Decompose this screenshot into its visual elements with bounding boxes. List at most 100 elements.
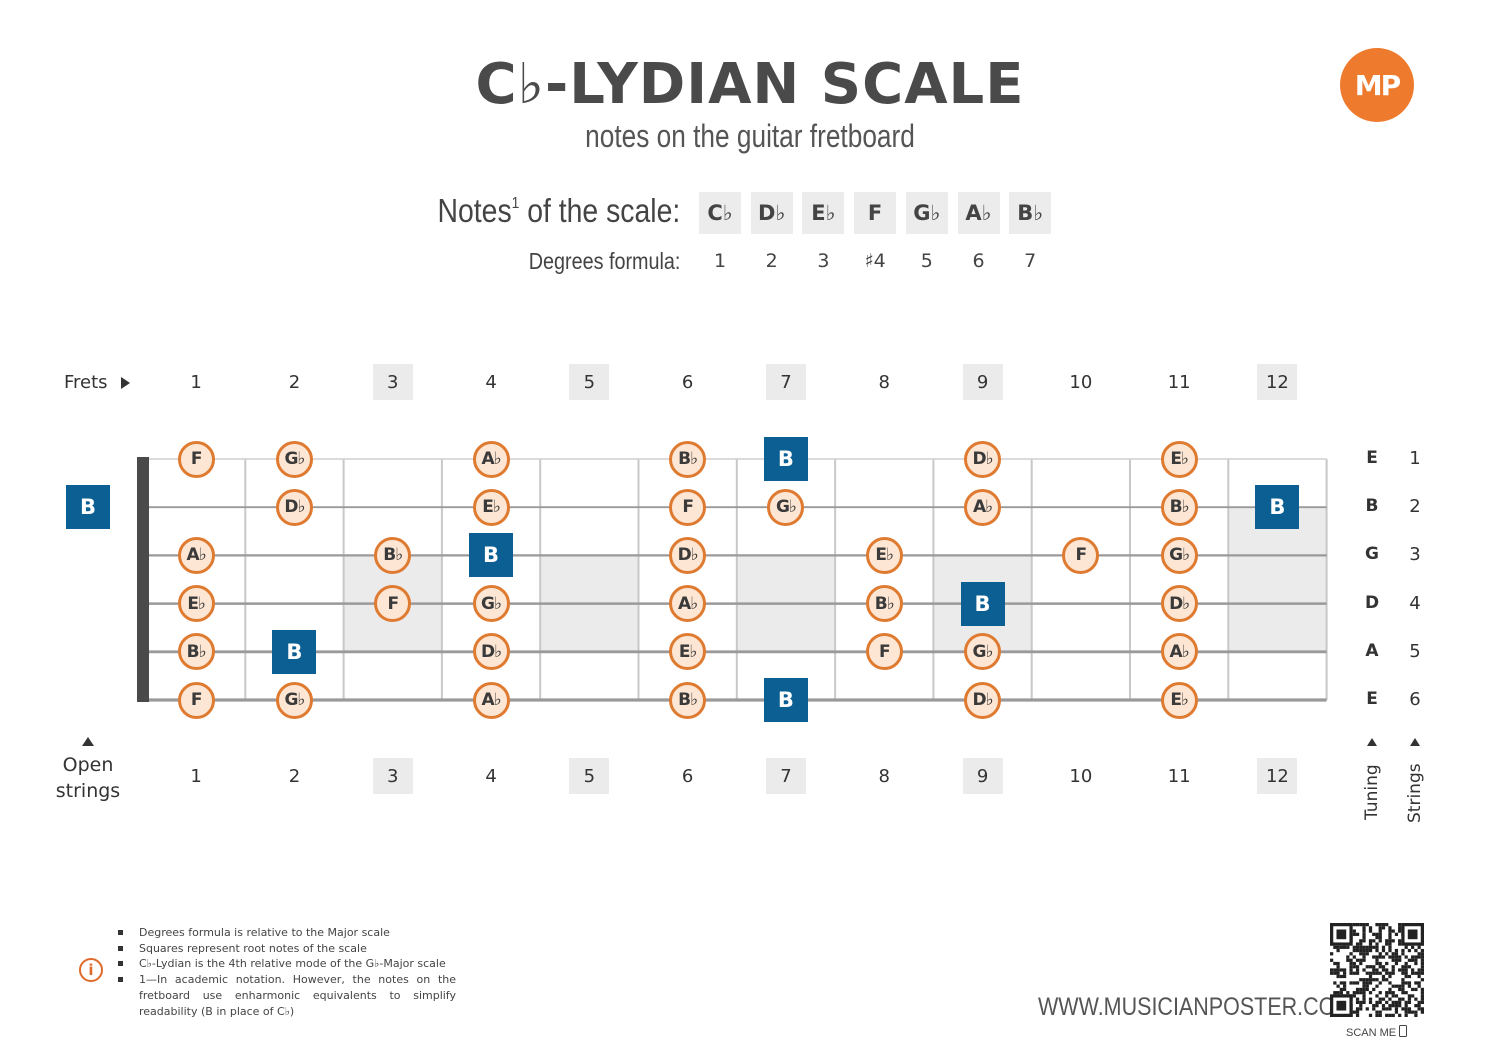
fret-number: 5 [569, 758, 610, 794]
scale-note-circle: D♭ [964, 681, 1002, 719]
qr-code-icon[interactable] [1330, 923, 1424, 1017]
tuning-arrow-icon [1367, 738, 1377, 746]
scale-note-circle: B♭ [1160, 488, 1198, 526]
scale-note-circle: G♭ [275, 440, 313, 478]
footnote-item: C♭-Lydian is the 4th relative mode of th… [118, 956, 456, 972]
scale-degree: 5 [920, 250, 933, 272]
footnote-item: 1—In academic notation. However, the not… [118, 972, 456, 1019]
scale-note-circle: F [374, 585, 412, 623]
scale-note-box: F [854, 192, 897, 234]
notes-of-scale-label: Notes1 of the scale: [437, 192, 680, 229]
scale-note-circle: D♭ [472, 633, 510, 671]
info-icon: i [79, 958, 103, 982]
scale-degree: 3 [817, 250, 830, 272]
scale-degree: 7 [1024, 250, 1037, 272]
fret-number: 3 [372, 364, 413, 400]
scale-note-circle: B♭ [669, 440, 707, 478]
fret-number: 1 [190, 765, 202, 787]
fret-number: 7 [765, 364, 806, 400]
root-note-square: B [763, 437, 808, 481]
footnotes: Degrees formula is relative to the Major… [118, 925, 456, 1019]
scale-note-circle: A♭ [472, 681, 510, 719]
string-number: 6 [1409, 689, 1421, 710]
string-number: 3 [1409, 544, 1421, 566]
string-number: 4 [1409, 592, 1421, 614]
scale-note-box: B♭ [1009, 192, 1052, 234]
scale-note-box: A♭ [957, 192, 1000, 234]
fret-number: 10 [1069, 765, 1093, 787]
scale-note-circle: A♭ [669, 585, 707, 623]
strings-label: Strings [1405, 763, 1425, 823]
scale-note-circle: G♭ [964, 633, 1002, 671]
fret-number: 11 [1167, 371, 1191, 393]
scale-note-circle: G♭ [472, 585, 510, 623]
tuning-note: A [1365, 640, 1379, 661]
fret-inlay-marker [1228, 507, 1327, 652]
tuning-note: B [1365, 496, 1379, 517]
footnote-item: Squares represent root notes of the scal… [118, 941, 456, 957]
tuning-note: G [1365, 544, 1379, 565]
open-strings-arrow-icon [82, 737, 94, 746]
root-note-square: B [272, 629, 317, 674]
scale-note-box: D♭ [750, 192, 793, 234]
scale-note-circle: E♭ [865, 536, 903, 574]
root-note-square: B [960, 581, 1005, 626]
scale-note-circle: F [1062, 536, 1100, 574]
fret-number: 10 [1069, 371, 1093, 393]
scale-note-circle: B♭ [669, 681, 707, 719]
fret-number: 4 [485, 371, 497, 393]
string-number: 5 [1409, 640, 1421, 662]
tuning-label: Tuning [1362, 764, 1382, 820]
fret-number: 8 [878, 371, 890, 393]
scale-degree: 1 [713, 250, 727, 272]
fret-number: 5 [569, 364, 610, 400]
tuning-note: D [1364, 592, 1380, 613]
strings-arrow-icon [1410, 738, 1420, 746]
scale-note-circle: D♭ [964, 440, 1002, 478]
fret-number: 6 [681, 765, 694, 787]
scale-note-circle: F [177, 681, 215, 719]
fret-number: 9 [962, 364, 1003, 400]
fret-number: 2 [288, 765, 301, 787]
brand-logo[interactable]: MP [1340, 48, 1414, 122]
scale-note-box: C♭ [699, 192, 741, 234]
string-number: 2 [1409, 496, 1421, 518]
scale-note-circle: D♭ [275, 488, 313, 526]
scale-note-circle: E♭ [472, 488, 510, 526]
fret-number: 3 [372, 758, 413, 794]
scale-note-circle: E♭ [177, 585, 215, 623]
scale-note-circle: F [177, 440, 215, 478]
scale-note-circle: D♭ [1160, 585, 1198, 623]
root-note-square: B [1255, 485, 1300, 530]
scale-degree: ♯4 [864, 250, 886, 272]
tuning-note: E [1366, 689, 1378, 709]
scale-note-circle: B♭ [177, 633, 215, 671]
scale-note-circle: A♭ [177, 536, 215, 574]
fret-number: 9 [962, 758, 1003, 794]
scale-note-box: G♭ [905, 192, 948, 234]
scale-degree: 2 [765, 250, 778, 272]
scale-note-circle: D♭ [669, 536, 707, 574]
tuning-note: E [1366, 448, 1378, 468]
frets-label: Frets [64, 372, 108, 393]
scale-note-circle: A♭ [472, 440, 510, 478]
scale-degree: 6 [972, 250, 985, 272]
fret-number: 2 [288, 371, 301, 393]
degrees-formula-label: Degrees formula: [528, 248, 680, 274]
scale-note-circle: G♭ [275, 681, 313, 719]
fret-number: 11 [1167, 765, 1191, 787]
fret-number: 12 [1257, 758, 1298, 794]
scale-note-circle: A♭ [1160, 633, 1198, 671]
fret-number: 6 [681, 371, 694, 393]
website-link[interactable]: WWW.MUSICIANPOSTER.COM [1038, 993, 1354, 1021]
root-note-square: B [763, 678, 808, 722]
scale-note-circle: B♭ [865, 585, 903, 623]
scale-note-circle: E♭ [669, 633, 707, 671]
scale-note-circle: A♭ [964, 488, 1002, 526]
string-number: 1 [1409, 448, 1421, 469]
scale-note-circle: B♭ [374, 536, 412, 574]
root-note-square: B [66, 485, 110, 530]
scale-note-circle: G♭ [1160, 536, 1198, 574]
frets-arrow-icon [121, 377, 130, 389]
